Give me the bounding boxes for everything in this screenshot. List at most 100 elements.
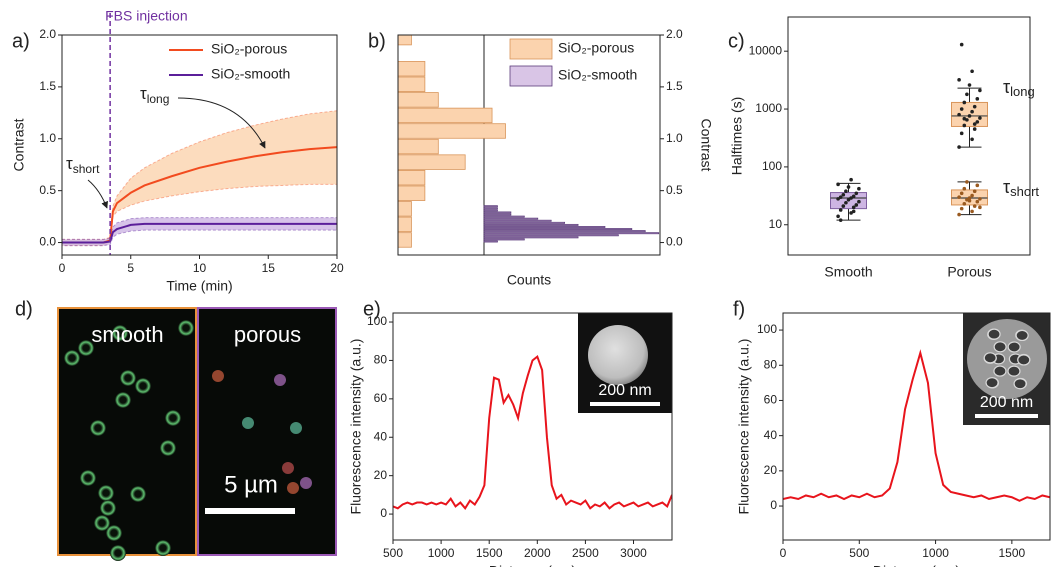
histogram-bar: [483, 215, 525, 218]
particle: [300, 477, 312, 489]
data-point: [962, 116, 967, 121]
micrograph: smooth: [57, 307, 197, 561]
y-axis-label: Contrast: [11, 118, 27, 171]
pore: [993, 341, 1007, 353]
data-line: [783, 349, 1050, 502]
pore: [983, 352, 997, 364]
x-axis-label: Time (min): [166, 278, 232, 294]
x-tick-label: Smooth: [824, 264, 872, 280]
annotation-subscript: long: [1010, 84, 1035, 99]
histogram-bar: [483, 223, 579, 226]
scale-bar-label: 200 nm: [598, 382, 651, 399]
data-point: [967, 114, 972, 118]
particle: [115, 392, 131, 408]
pore: [993, 365, 1007, 377]
plot-frame: [397, 34, 661, 256]
data-point: [978, 116, 982, 120]
annotation: τlong: [1003, 77, 1035, 100]
legend-label: SiO₂-smooth: [211, 66, 290, 82]
annotation-symbol: τ: [66, 154, 73, 173]
plot-frame: [61, 34, 338, 256]
particle: [130, 486, 146, 502]
histogram-bar: [483, 211, 512, 214]
x-tick-label: 1000: [922, 546, 949, 560]
panel-label: a): [12, 30, 30, 52]
particle: [282, 462, 294, 474]
plot-frame: [787, 16, 1031, 256]
data-point: [838, 218, 843, 222]
x-tick-label: 2500: [572, 546, 599, 560]
particle: [64, 350, 80, 366]
annotation-symbol: τ: [1003, 77, 1010, 97]
panel-label: f): [733, 298, 745, 320]
band: [62, 110, 337, 247]
event-label: FBS injection: [105, 8, 187, 24]
histogram-bar: [483, 238, 525, 241]
y-tick-label: 1.5: [666, 79, 683, 93]
data-point: [849, 196, 853, 200]
particle: [135, 378, 151, 394]
histogram-bar: [483, 209, 498, 212]
y-tick-label: 0.5: [39, 183, 56, 197]
x-axis-label: Distance (nm): [873, 563, 960, 567]
x-tick-label: 1500: [476, 546, 503, 560]
data-point: [967, 83, 972, 87]
data-point: [857, 186, 861, 191]
data-point: [846, 185, 851, 189]
data-point: [957, 195, 961, 199]
legend-label: SiO₂-porous: [211, 41, 287, 57]
histogram-bar: [398, 170, 426, 186]
y-tick-label: 0: [770, 498, 777, 512]
histogram-bar: [483, 240, 498, 243]
data-point: [978, 197, 982, 201]
y-tick-label: 80: [764, 357, 778, 371]
particle: [242, 417, 254, 429]
y-tick-label: 0: [380, 506, 387, 520]
data-point: [970, 137, 974, 142]
histogram-bar: [398, 61, 426, 77]
histogram-bar: [398, 92, 439, 108]
y-axis-label: Halftimes (s): [729, 97, 745, 176]
data-point: [967, 198, 972, 203]
legend-label: SiO₂-porous: [558, 40, 634, 56]
histogram-bar: [483, 230, 646, 233]
scale-bar-label: 5 µm: [224, 471, 278, 498]
particle: [112, 325, 128, 341]
particle: [155, 540, 171, 556]
particle: [160, 440, 176, 456]
micrograph-caption: porous: [234, 322, 301, 347]
y-tick-label: 40: [374, 429, 388, 443]
data-point: [972, 104, 977, 109]
inset-image: 200 nm: [963, 313, 1050, 425]
y-tick-label: 0.0: [39, 235, 56, 249]
histogram-bar: [483, 205, 498, 208]
particle: [212, 370, 224, 382]
histogram-bar: [398, 232, 412, 248]
particle: [78, 340, 94, 356]
data-line: [393, 354, 672, 511]
legend-label: SiO₂-smooth: [558, 67, 637, 83]
panel-label: e): [363, 298, 381, 320]
histogram-bar: [398, 154, 466, 170]
x-axis-label: Counts: [507, 272, 551, 288]
panel-label: b): [368, 30, 386, 52]
data-point: [857, 199, 861, 204]
histogram-bar: [398, 201, 412, 217]
histogram-bar: [483, 232, 660, 235]
histogram-bar: [398, 107, 493, 124]
histogram-bar: [398, 185, 426, 201]
y-tick-label: 1.0: [39, 131, 56, 145]
y-axis-label: Fluorescence intensity (a.u.): [736, 339, 752, 515]
panel-label: d): [15, 298, 33, 320]
data-point: [962, 186, 967, 191]
data-point: [957, 212, 961, 217]
x-tick-label: Porous: [947, 264, 991, 280]
data-point: [844, 189, 848, 194]
band: [62, 217, 337, 247]
y-tick-label: 60: [374, 391, 388, 405]
y-axis-label: Contrast: [698, 119, 714, 172]
y-tick-label: 80: [374, 353, 388, 367]
histogram-bar: [398, 216, 412, 233]
data-point: [978, 88, 982, 93]
